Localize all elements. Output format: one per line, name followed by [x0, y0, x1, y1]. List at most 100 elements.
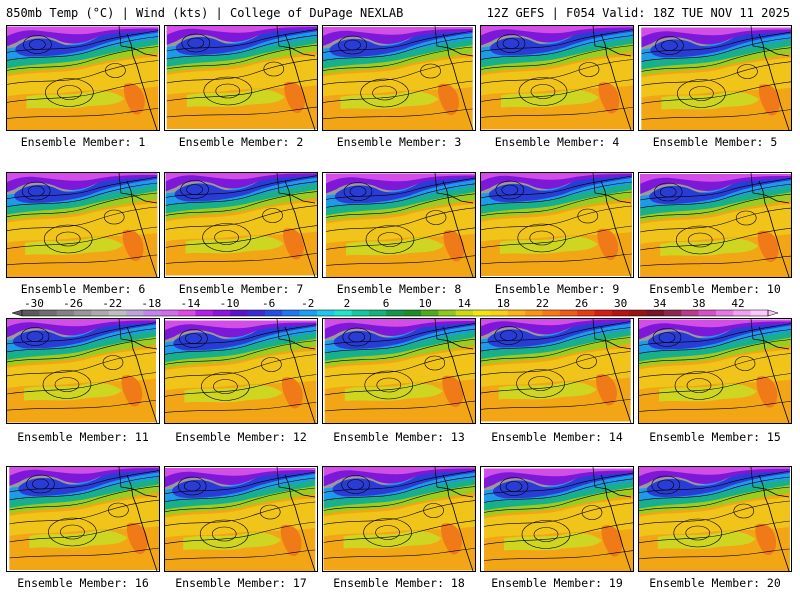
colorbar-tick-label: 10: [418, 297, 431, 310]
colorbar-tick-label: -18: [141, 297, 161, 310]
colorbar-tick-label: -30: [24, 297, 44, 310]
ensemble-member-caption: Ensemble Member: 12: [175, 430, 307, 444]
colorbar-swatch: [126, 310, 144, 316]
colorbar-swatch: [403, 310, 422, 316]
colorbar-swatch: [698, 310, 717, 316]
colorbar-swatch: [282, 310, 300, 316]
colorbar-tick-label: 38: [692, 297, 705, 310]
colorbar-swatch: [247, 310, 266, 316]
ensemble-member-caption: Ensemble Member: 20: [649, 576, 781, 590]
colorbar-swatch: [542, 310, 561, 316]
ensemble-member-map: [322, 318, 476, 424]
ensemble-member-map: [480, 172, 634, 278]
ensemble-member-caption: Ensemble Member: 5: [652, 135, 778, 149]
colorbar-swatch: [212, 310, 231, 316]
ensemble-member-map: [480, 318, 634, 424]
colorbar-swatch: [368, 310, 387, 316]
colorbar-swatch: [351, 310, 370, 316]
colorbar-tick-label: -22: [102, 297, 122, 310]
ensemble-member-map: [6, 25, 160, 131]
colorbar-high-arrow: [767, 309, 779, 317]
colorbar-swatch: [750, 310, 769, 316]
ensemble-member-caption: Ensemble Member: 3: [336, 135, 462, 149]
colorbar-swatch: [438, 310, 457, 316]
colorbar-swatch: [22, 310, 40, 316]
colorbar-tick-label: 22: [536, 297, 549, 310]
ensemble-member-map: [322, 172, 476, 278]
ensemble-member-caption: Ensemble Member: 6: [20, 282, 146, 296]
colorbar-swatch: [386, 310, 404, 316]
ensemble-member-caption: Ensemble Member: 2: [178, 135, 304, 149]
ensemble-member-map: [638, 172, 792, 278]
ensemble-member-map: [6, 172, 160, 278]
colorbar-swatch: [39, 310, 57, 316]
colorbar-tick-label: 2: [344, 297, 351, 310]
model-run-info: 12Z GEFS | F054 Valid: 18Z TUE NOV 11 20…: [486, 6, 790, 20]
ensemble-member-map: [6, 318, 160, 424]
colorbar-swatch: [490, 310, 509, 316]
ensemble-member-caption: Ensemble Member: 4: [494, 135, 620, 149]
colorbar-swatch: [264, 310, 283, 316]
colorbar-swatch: [195, 310, 214, 316]
colorbar-swatch: [629, 310, 647, 316]
ensemble-member-map: [638, 25, 792, 131]
colorbar-swatch: [160, 310, 179, 316]
ensemble-member-caption: Ensemble Member: 16: [17, 576, 149, 590]
colorbar-swatch: [733, 310, 751, 316]
ensemble-member-caption: Ensemble Member: 7: [178, 282, 304, 296]
ensemble-member-map: [638, 318, 792, 424]
colorbar-swatch: [108, 310, 127, 316]
ensemble-member-caption: Ensemble Member: 13: [333, 430, 465, 444]
colorbar-swatch: [559, 310, 578, 316]
colorbar-swatch: [577, 310, 595, 316]
ensemble-member-map: [480, 25, 634, 131]
colorbar-swatch: [299, 310, 318, 316]
colorbar-tick-label: 26: [575, 297, 588, 310]
colorbar-tick-label: 18: [497, 297, 510, 310]
ensemble-member-map: [164, 172, 318, 278]
ensemble-member-caption: Ensemble Member: 14: [491, 430, 623, 444]
colorbar-swatch: [646, 310, 665, 316]
colorbar-tick-label: 6: [383, 297, 390, 310]
ensemble-member-caption: Ensemble Member: 8: [336, 282, 462, 296]
colorbar-swatch: [143, 310, 162, 316]
ensemble-member-map: [322, 25, 476, 131]
colorbar-swatch: [681, 310, 699, 316]
ensemble-member-map: [164, 466, 318, 572]
colorbar-swatch: [421, 310, 439, 316]
colorbar-swatch: [594, 310, 613, 316]
colorbar-swatch: [56, 310, 75, 316]
colorbar-swatch: [74, 310, 92, 316]
colorbar-tick-label: -2: [301, 297, 314, 310]
ensemble-member-map: [322, 466, 476, 572]
ensemble-member-caption: Ensemble Member: 11: [17, 430, 149, 444]
ensemble-member-map: [638, 466, 792, 572]
colorbar-swatch: [230, 310, 248, 316]
colorbar-swatch: [178, 310, 196, 316]
ensemble-member-caption: Ensemble Member: 9: [494, 282, 620, 296]
ensemble-member-caption: Ensemble Member: 19: [491, 576, 623, 590]
ensemble-member-caption: Ensemble Member: 10: [649, 282, 781, 296]
colorbar-swatch: [91, 310, 110, 316]
map-title: 850mb Temp (°C) | Wind (kts) | College o…: [6, 6, 404, 20]
colorbar-tick-label: 42: [731, 297, 744, 310]
colorbar-tick-label: 14: [458, 297, 472, 310]
colorbar-tick-label: 30: [614, 297, 627, 310]
colorbar-swatch: [316, 310, 335, 316]
ensemble-member-map: [164, 318, 318, 424]
colorbar-swatch: [334, 310, 352, 316]
ensemble-member-caption: Ensemble Member: 1: [20, 135, 146, 149]
colorbar-swatch: [663, 310, 682, 316]
colorbar-swatch: [715, 310, 734, 316]
colorbar-swatch: [611, 310, 630, 316]
colorbar-swatch: [455, 310, 474, 316]
colorbar-swatch: [473, 310, 491, 316]
colorbar-swatch: [507, 310, 526, 316]
colorbar-tick-label: -6: [262, 297, 275, 310]
ensemble-member-map: [164, 25, 318, 131]
temperature-colorbar: -30 -26 -22 -18 -14 -10 -6 -2 2 6 10 14 18 22 26 30 34 38…: [11, 297, 779, 317]
colorbar-tick-label: -10: [220, 297, 240, 310]
ensemble-member-map: [480, 466, 634, 572]
ensemble-member-caption: Ensemble Member: 17: [175, 576, 307, 590]
ensemble-member-caption: Ensemble Member: 15: [649, 430, 781, 444]
